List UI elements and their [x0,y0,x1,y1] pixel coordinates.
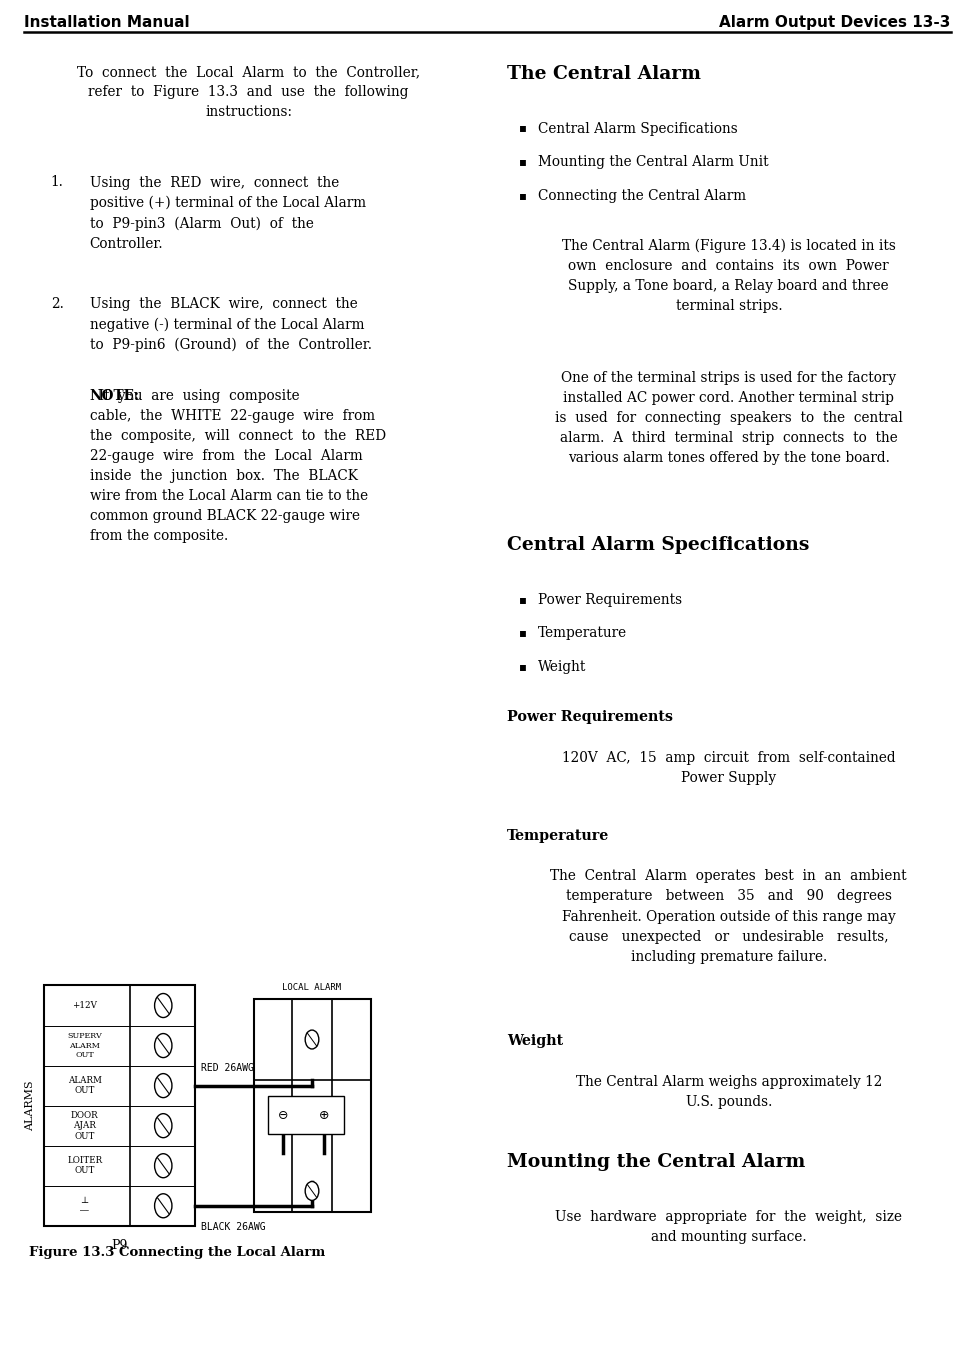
Text: ⊕: ⊕ [319,1110,329,1122]
Text: Using  the  BLACK  wire,  connect  the
negative (-) terminal of the Local Alarm
: Using the BLACK wire, connect the negati… [90,297,371,352]
Bar [267,1096,343,1134]
Text: The Central Alarm (Figure 13.4) is located in its
own  enclosure  and  contains : The Central Alarm (Figure 13.4) is locat… [562,239,896,313]
Text: ⊥
―: ⊥ ― [80,1196,89,1215]
Text: Installation Manual: Installation Manual [24,15,190,30]
Text: Mounting the Central Alarm Unit: Mounting the Central Alarm Unit [538,155,769,169]
Text: The Central Alarm: The Central Alarm [507,65,701,82]
Text: The  Central  Alarm  operates  best  in  an  ambient
temperature   between   35 : The Central Alarm operates best in an am… [551,869,907,964]
Text: Weight: Weight [538,660,587,674]
Text: DOOR
AJAR
OUT: DOOR AJAR OUT [71,1111,98,1141]
Circle shape [155,1034,172,1057]
Text: ▪: ▪ [519,122,526,135]
Text: Power Requirements: Power Requirements [538,593,682,606]
Text: ▪: ▪ [519,626,526,640]
Text: +12V: +12V [72,1002,98,1010]
Text: One of the terminal strips is used for the factory
installed AC power cord. Anot: One of the terminal strips is used for t… [555,371,903,466]
Circle shape [155,994,172,1018]
Text: To  connect  the  Local  Alarm  to  the  Controller,
refer  to  Figure  13.3  an: To connect the Local Alarm to the Contro… [77,65,420,119]
Text: Using  the  RED  wire,  connect  the
positive (+) terminal of the Local Alarm
to: Using the RED wire, connect the positive… [90,176,366,251]
Circle shape [305,1030,319,1049]
Text: SUPERV
ALARM
OUT: SUPERV ALARM OUT [67,1033,102,1058]
Text: The Central Alarm weighs approximately 12
U.S. pounds.: The Central Alarm weighs approximately 1… [575,1075,882,1108]
Text: Connecting the Central Alarm: Connecting the Central Alarm [538,189,746,202]
Text: BLACK 26AWG: BLACK 26AWG [201,1222,265,1233]
Circle shape [155,1154,172,1177]
Text: Temperature: Temperature [507,829,609,842]
Text: Weight: Weight [507,1034,564,1048]
Bar [254,999,370,1212]
Text: Temperature: Temperature [538,626,627,640]
Text: 1.: 1. [51,176,63,189]
Circle shape [305,1181,319,1200]
Text: 120V  AC,  15  amp  circuit  from  self-contained
Power Supply: 120V AC, 15 amp circuit from self-contai… [562,751,896,784]
Text: Use  hardware  appropriate  for  the  weight,  size
and mounting surface.: Use hardware appropriate for the weight,… [556,1210,902,1243]
Text: ALARM
OUT: ALARM OUT [67,1076,101,1095]
Text: ▪: ▪ [519,189,526,202]
Text: 2.: 2. [51,297,63,310]
Circle shape [155,1193,172,1218]
Text: LOCAL ALARM: LOCAL ALARM [283,983,341,992]
Text: Alarm Output Devices 13-3: Alarm Output Devices 13-3 [720,15,951,30]
Text: Power Requirements: Power Requirements [507,710,673,724]
Text: P9: P9 [111,1239,128,1253]
Text: Central Alarm Specifications: Central Alarm Specifications [538,122,738,135]
Circle shape [155,1114,172,1138]
Text: LOITER
OUT: LOITER OUT [67,1156,102,1176]
Text: Central Alarm Specifications: Central Alarm Specifications [507,536,809,554]
Text: ▪: ▪ [519,660,526,674]
Text: If  you  are  using  composite
cable,  the  WHITE  22-gauge  wire  from
the  com: If you are using composite cable, the WH… [90,389,386,543]
Bar [44,986,195,1226]
Text: ▪: ▪ [519,593,526,606]
Text: ⊖: ⊖ [278,1110,288,1122]
Text: Figure 13.3 Connecting the Local Alarm: Figure 13.3 Connecting the Local Alarm [29,1246,326,1260]
Text: ▪: ▪ [519,155,526,169]
Text: NOTE:: NOTE: [90,389,139,402]
Text: RED 26AWG: RED 26AWG [201,1064,254,1073]
Text: Mounting the Central Alarm: Mounting the Central Alarm [507,1153,805,1170]
Circle shape [155,1073,172,1098]
Text: ALARMS: ALARMS [25,1080,35,1131]
